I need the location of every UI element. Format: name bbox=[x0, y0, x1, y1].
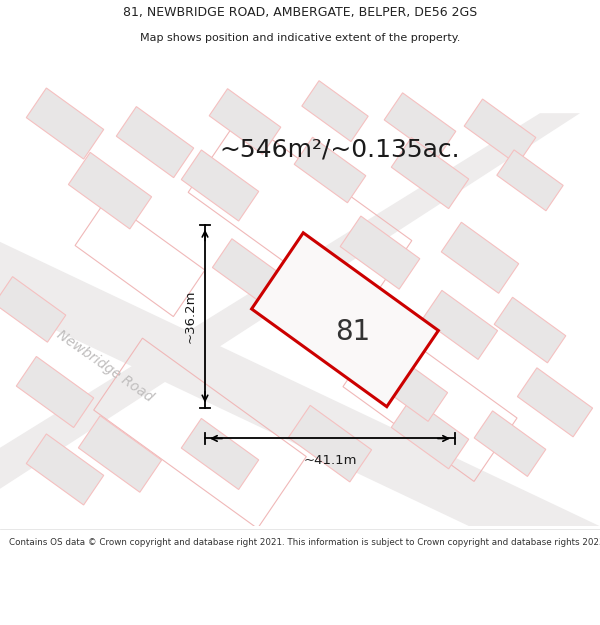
Polygon shape bbox=[373, 352, 448, 421]
Polygon shape bbox=[464, 99, 536, 164]
Polygon shape bbox=[16, 356, 94, 428]
Text: Newbridge Road: Newbridge Road bbox=[54, 328, 156, 405]
Polygon shape bbox=[68, 152, 152, 229]
Polygon shape bbox=[517, 368, 593, 437]
Polygon shape bbox=[302, 81, 368, 142]
Polygon shape bbox=[79, 416, 161, 492]
Polygon shape bbox=[294, 138, 366, 202]
Polygon shape bbox=[497, 150, 563, 211]
Polygon shape bbox=[441, 222, 519, 293]
Polygon shape bbox=[209, 89, 281, 154]
Text: Map shows position and indicative extent of the property.: Map shows position and indicative extent… bbox=[140, 33, 460, 44]
Polygon shape bbox=[474, 411, 546, 476]
Polygon shape bbox=[422, 291, 497, 359]
Polygon shape bbox=[0, 277, 66, 342]
Polygon shape bbox=[251, 232, 439, 407]
Polygon shape bbox=[181, 150, 259, 221]
Polygon shape bbox=[212, 239, 287, 308]
Polygon shape bbox=[0, 113, 580, 495]
Text: 81: 81 bbox=[335, 318, 371, 346]
Text: ~41.1m: ~41.1m bbox=[303, 454, 357, 467]
Text: Contains OS data © Crown copyright and database right 2021. This information is : Contains OS data © Crown copyright and d… bbox=[9, 538, 600, 547]
Polygon shape bbox=[26, 88, 104, 159]
Text: 81, NEWBRIDGE ROAD, AMBERGATE, BELPER, DE56 2GS: 81, NEWBRIDGE ROAD, AMBERGATE, BELPER, D… bbox=[123, 6, 477, 19]
Text: ~546m²/~0.135ac.: ~546m²/~0.135ac. bbox=[220, 138, 460, 161]
Polygon shape bbox=[116, 107, 194, 178]
Polygon shape bbox=[391, 398, 469, 469]
Text: ~36.2m: ~36.2m bbox=[184, 289, 197, 343]
Polygon shape bbox=[0, 237, 600, 588]
Polygon shape bbox=[494, 298, 566, 363]
Polygon shape bbox=[26, 434, 104, 505]
Polygon shape bbox=[391, 138, 469, 209]
Polygon shape bbox=[289, 406, 371, 482]
Polygon shape bbox=[384, 93, 456, 158]
Polygon shape bbox=[340, 216, 420, 289]
Polygon shape bbox=[181, 418, 259, 489]
